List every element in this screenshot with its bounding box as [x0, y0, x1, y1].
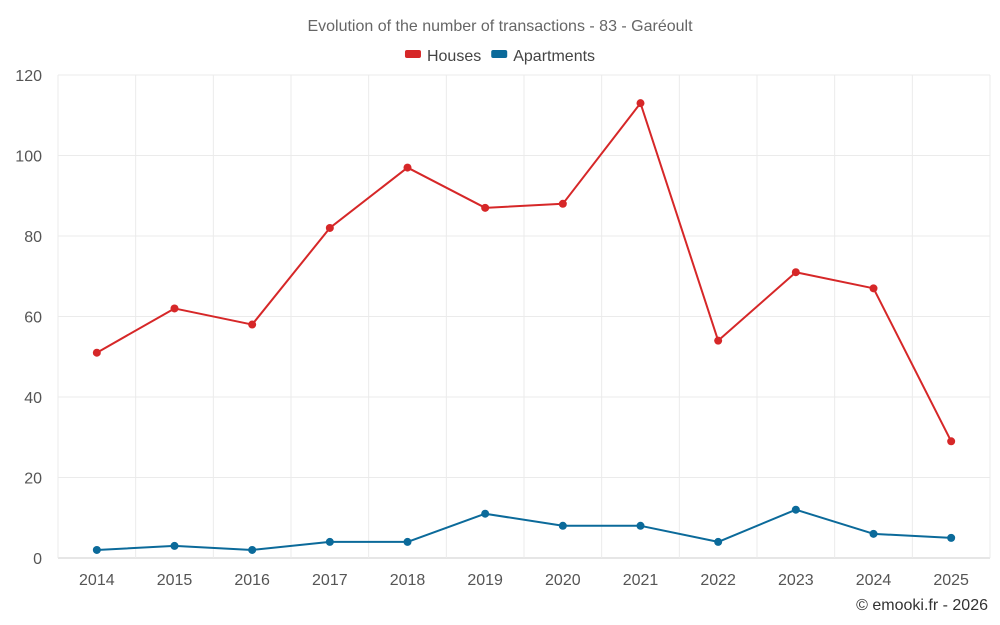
y-tick-label: 40 [24, 390, 42, 407]
legend-label-houses: Houses [427, 48, 481, 65]
y-tick-label: 120 [15, 68, 42, 85]
legend-label-apartments: Apartments [513, 48, 595, 65]
data-point-houses[interactable] [403, 163, 412, 172]
data-point-apartments[interactable] [947, 533, 956, 542]
data-point-houses[interactable] [558, 199, 567, 208]
x-tick-label: 2016 [234, 572, 270, 589]
data-point-apartments[interactable] [92, 545, 101, 554]
x-tick-label: 2017 [312, 572, 348, 589]
x-tick-label: 2014 [79, 572, 115, 589]
x-tick-label: 2021 [623, 572, 659, 589]
series-line-apartments [96, 508, 952, 551]
x-tick-label: 2025 [933, 572, 969, 589]
chart-title: Evolution of the number of transactions … [307, 18, 693, 35]
data-point-houses[interactable] [92, 348, 101, 357]
y-tick-label: 80 [24, 229, 42, 246]
legend-swatch-apartments [491, 50, 508, 58]
x-tick-label: 2024 [856, 572, 892, 589]
y-tick-label: 20 [24, 471, 42, 488]
data-point-houses[interactable] [869, 284, 878, 293]
legend: Houses Apartments [404, 48, 595, 65]
data-point-apartments[interactable] [481, 509, 490, 518]
data-point-houses[interactable] [714, 336, 723, 345]
data-point-apartments[interactable] [248, 545, 257, 554]
x-axis: 2014 2015 2016 2017 2018 2019 2020 2021 2022 2023… [79, 572, 969, 589]
x-tick-label: 2022 [700, 572, 736, 589]
data-point-apartments[interactable] [325, 537, 334, 546]
legend-item-houses[interactable]: Houses [404, 48, 481, 65]
data-point-apartments[interactable] [791, 505, 800, 514]
credit-label: © emooki.fr - 2026 [856, 597, 988, 614]
series-line-houses [96, 102, 953, 442]
series-group [92, 99, 956, 554]
data-point-houses[interactable] [170, 304, 179, 313]
y-tick-label: 100 [15, 149, 42, 166]
x-tick-label: 2020 [545, 572, 581, 589]
data-point-houses[interactable] [636, 99, 645, 108]
data-point-apartments[interactable] [636, 521, 645, 530]
data-point-apartments[interactable] [403, 537, 412, 546]
x-tick-label: 2015 [157, 572, 193, 589]
legend-item-apartments[interactable]: Apartments [491, 48, 595, 65]
data-point-houses[interactable] [325, 223, 334, 232]
data-point-apartments[interactable] [558, 521, 567, 530]
data-point-houses[interactable] [481, 203, 490, 212]
x-tick-label: 2018 [390, 572, 426, 589]
x-tick-label: 2023 [778, 572, 814, 589]
data-point-houses[interactable] [791, 268, 800, 277]
grid [57, 74, 991, 559]
y-axis: 0 20 40 60 80 100 120 [15, 68, 42, 568]
y-tick-label: 60 [24, 310, 42, 327]
data-point-apartments[interactable] [714, 537, 723, 546]
data-point-houses[interactable] [947, 437, 956, 446]
y-tick-label: 0 [33, 551, 42, 568]
data-point-apartments[interactable] [869, 529, 878, 538]
legend-swatch-houses [404, 50, 421, 58]
data-point-houses[interactable] [248, 320, 257, 329]
x-tick-label: 2019 [467, 572, 503, 589]
data-point-apartments[interactable] [170, 541, 179, 550]
